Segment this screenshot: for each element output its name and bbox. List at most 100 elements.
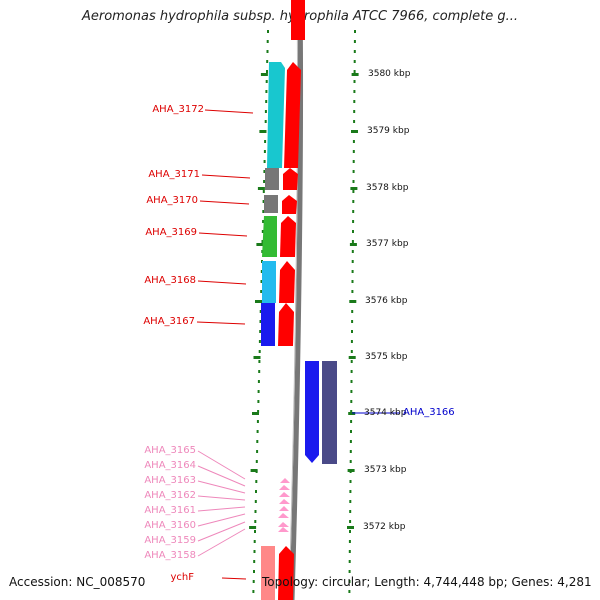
track-dot-right	[351, 320, 354, 323]
gene-label-aha-3160: AHA_3160	[144, 520, 196, 531]
gene-label-aha-3168: AHA_3168	[144, 275, 196, 286]
tick-right	[349, 300, 357, 303]
tick-right	[347, 469, 355, 472]
track-dot-right	[349, 510, 352, 513]
track-dot-left	[253, 550, 256, 553]
gene-block-ychf	[261, 546, 275, 600]
track-dot-right	[353, 60, 356, 63]
track-dot-left	[260, 280, 263, 283]
track-dot-left	[261, 240, 264, 243]
scale-label: 3576 kbp	[365, 296, 408, 306]
gene-arrow-aha-3167	[278, 303, 294, 346]
tick-left	[252, 412, 259, 415]
tick-left	[249, 526, 257, 529]
track-dot-right	[352, 230, 354, 233]
track-dot-left	[263, 180, 266, 183]
scale-label: 3575 kbp	[365, 352, 408, 362]
scale-label: 3579 kbp	[367, 126, 410, 136]
track-dot-right	[350, 380, 353, 383]
tick-left	[255, 300, 262, 303]
track-dot-right	[353, 100, 356, 103]
scale-label: 3578 kbp	[366, 183, 409, 193]
track-dot-right	[351, 240, 354, 243]
track-dot-left	[262, 200, 265, 203]
tick-left	[253, 356, 261, 359]
gene-block-aha-3171	[265, 168, 279, 190]
track-dot-right	[349, 460, 352, 463]
track-dot-left	[257, 390, 260, 393]
track-dot-right	[349, 490, 352, 493]
track-dot-right	[352, 210, 355, 213]
track-dot-left	[260, 270, 263, 273]
track-dot-left	[266, 40, 269, 43]
tick-right	[351, 73, 359, 76]
track-dot-right	[352, 200, 355, 203]
track-dot-right	[350, 360, 353, 363]
track-dot-left	[265, 80, 268, 83]
track-dot-left	[254, 510, 257, 513]
track-dot-right	[350, 430, 352, 433]
track-dot-left	[262, 220, 265, 223]
track-dot-right	[350, 410, 353, 413]
tick-left	[259, 130, 267, 133]
tick-right	[349, 243, 357, 246]
topology-text: Topology: circular; Length: 4,744,448 bp…	[262, 575, 592, 589]
track-dot-left	[266, 70, 268, 73]
track-dot-right	[351, 310, 354, 313]
gene-arrow-aha-3162	[279, 499, 290, 504]
track-dot-right	[351, 290, 354, 293]
scale-label: 3574 kbp	[364, 408, 407, 418]
scale-label: 3577 kbp	[366, 239, 409, 249]
genome-backbone	[289, 0, 304, 600]
track-dot-right	[352, 160, 355, 163]
scale-ticks	[249, 73, 359, 529]
track-dot-left	[256, 450, 259, 453]
track-dot-right	[348, 550, 351, 553]
track-dot-left	[254, 530, 256, 533]
gene-label-aha-3158: AHA_3158	[144, 550, 196, 561]
track-dot-left	[262, 190, 265, 193]
track-dot-right	[352, 220, 355, 223]
track-dot-left	[264, 120, 267, 123]
track-dot-left	[253, 560, 256, 563]
track-dot-right	[352, 140, 355, 143]
gene-arrow-aha-3172	[284, 62, 301, 168]
gene-block-aha-3168	[262, 261, 276, 303]
track-dot-left	[254, 520, 257, 523]
small-gene-cluster	[278, 478, 290, 532]
track-dot-right	[353, 40, 356, 43]
gene-arrow-aha-3168	[279, 261, 295, 303]
track-dot-right	[349, 450, 352, 453]
track-dot-left	[257, 410, 260, 413]
gene-label-aha-3165: AHA_3165	[144, 445, 196, 456]
track-dot-right	[348, 560, 351, 563]
track-dot-right	[351, 270, 354, 273]
gene-block-aha-3172-left	[267, 62, 285, 168]
track-dot-left	[260, 290, 263, 293]
track-dot-left	[257, 380, 260, 383]
gene-arrow-aha-3161	[279, 506, 289, 511]
track-dot-left	[257, 400, 260, 403]
track-dot-right	[352, 150, 355, 153]
track-dot-right	[353, 70, 356, 73]
track-dot-right	[352, 180, 355, 183]
tick-right	[350, 187, 358, 190]
gene-arrow-ychf	[278, 546, 294, 600]
track-dot-left	[254, 500, 257, 503]
tick-right	[348, 356, 356, 359]
track-dot-right	[353, 80, 356, 83]
track-dot-right	[353, 90, 356, 93]
track-dot-left	[258, 360, 261, 363]
track-dot-right	[351, 280, 354, 283]
track-dot-left	[261, 230, 264, 233]
track-dot-right	[351, 330, 353, 333]
track-dot-left	[258, 340, 261, 343]
track-dot-right	[349, 480, 352, 483]
red-leader-lines	[196, 109, 254, 580]
gene-label-aha-3167: AHA_3167	[143, 316, 195, 327]
accession-text: Accession: NC_008570	[9, 575, 146, 589]
track-dot-left	[262, 210, 265, 213]
track-dot-left	[258, 350, 261, 353]
track-dot-right	[354, 30, 356, 33]
gene-block-aha-3170	[264, 195, 278, 213]
